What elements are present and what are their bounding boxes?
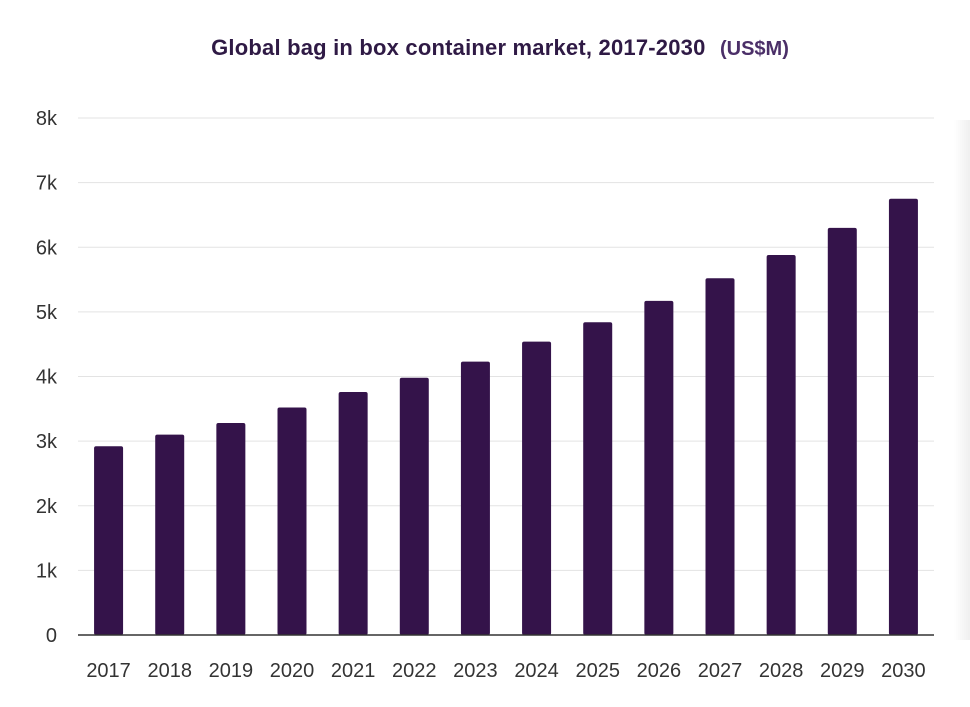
bar — [888, 198, 918, 635]
y-tick-label: 7k — [36, 173, 58, 195]
x-tick-label: 2028 — [759, 660, 804, 682]
x-tick-label: 2024 — [514, 660, 559, 682]
x-tick-label: 2019 — [209, 660, 254, 682]
x-tick-label: 2027 — [698, 660, 743, 682]
y-tick-label: 2k — [36, 496, 58, 518]
x-tick-label: 2026 — [637, 660, 682, 682]
bar — [766, 255, 796, 635]
x-tick-label: 2017 — [86, 660, 131, 682]
x-tick-label: 2025 — [575, 660, 620, 682]
bar — [827, 227, 857, 636]
x-tick-label: 2023 — [453, 660, 498, 682]
y-tick-label: 6k — [36, 237, 58, 259]
bar — [94, 446, 124, 635]
y-tick-label: 0 — [46, 625, 57, 647]
y-tick-label: 3k — [36, 431, 58, 453]
y-tick-label: 8k — [36, 108, 58, 130]
bar — [583, 322, 613, 635]
x-tick-label: 2018 — [147, 660, 192, 682]
bar — [522, 341, 552, 635]
y-tick-label: 4k — [36, 367, 58, 389]
x-tick-label: 2022 — [392, 660, 437, 682]
bar — [705, 278, 735, 635]
bar — [216, 423, 246, 635]
y-tick-label: 5k — [36, 302, 58, 324]
chart-unit-label: (US$M) — [719, 38, 789, 60]
x-tick-label: 2030 — [881, 660, 926, 682]
right-edge-shadow — [954, 120, 970, 640]
bar — [460, 361, 490, 635]
x-tick-label: 2020 — [270, 660, 315, 682]
x-tick-label: 2021 — [331, 660, 376, 682]
bar — [399, 377, 429, 635]
chart-title-container: Global bag in box container market, 2017… — [0, 35, 970, 61]
bar — [338, 392, 368, 635]
bar — [644, 300, 674, 635]
bar — [155, 434, 185, 635]
chart-title: Global bag in box container market, 2017… — [211, 35, 706, 60]
y-tick-label: 1k — [36, 560, 58, 582]
bar — [277, 407, 307, 635]
x-tick-label: 2029 — [820, 660, 865, 682]
